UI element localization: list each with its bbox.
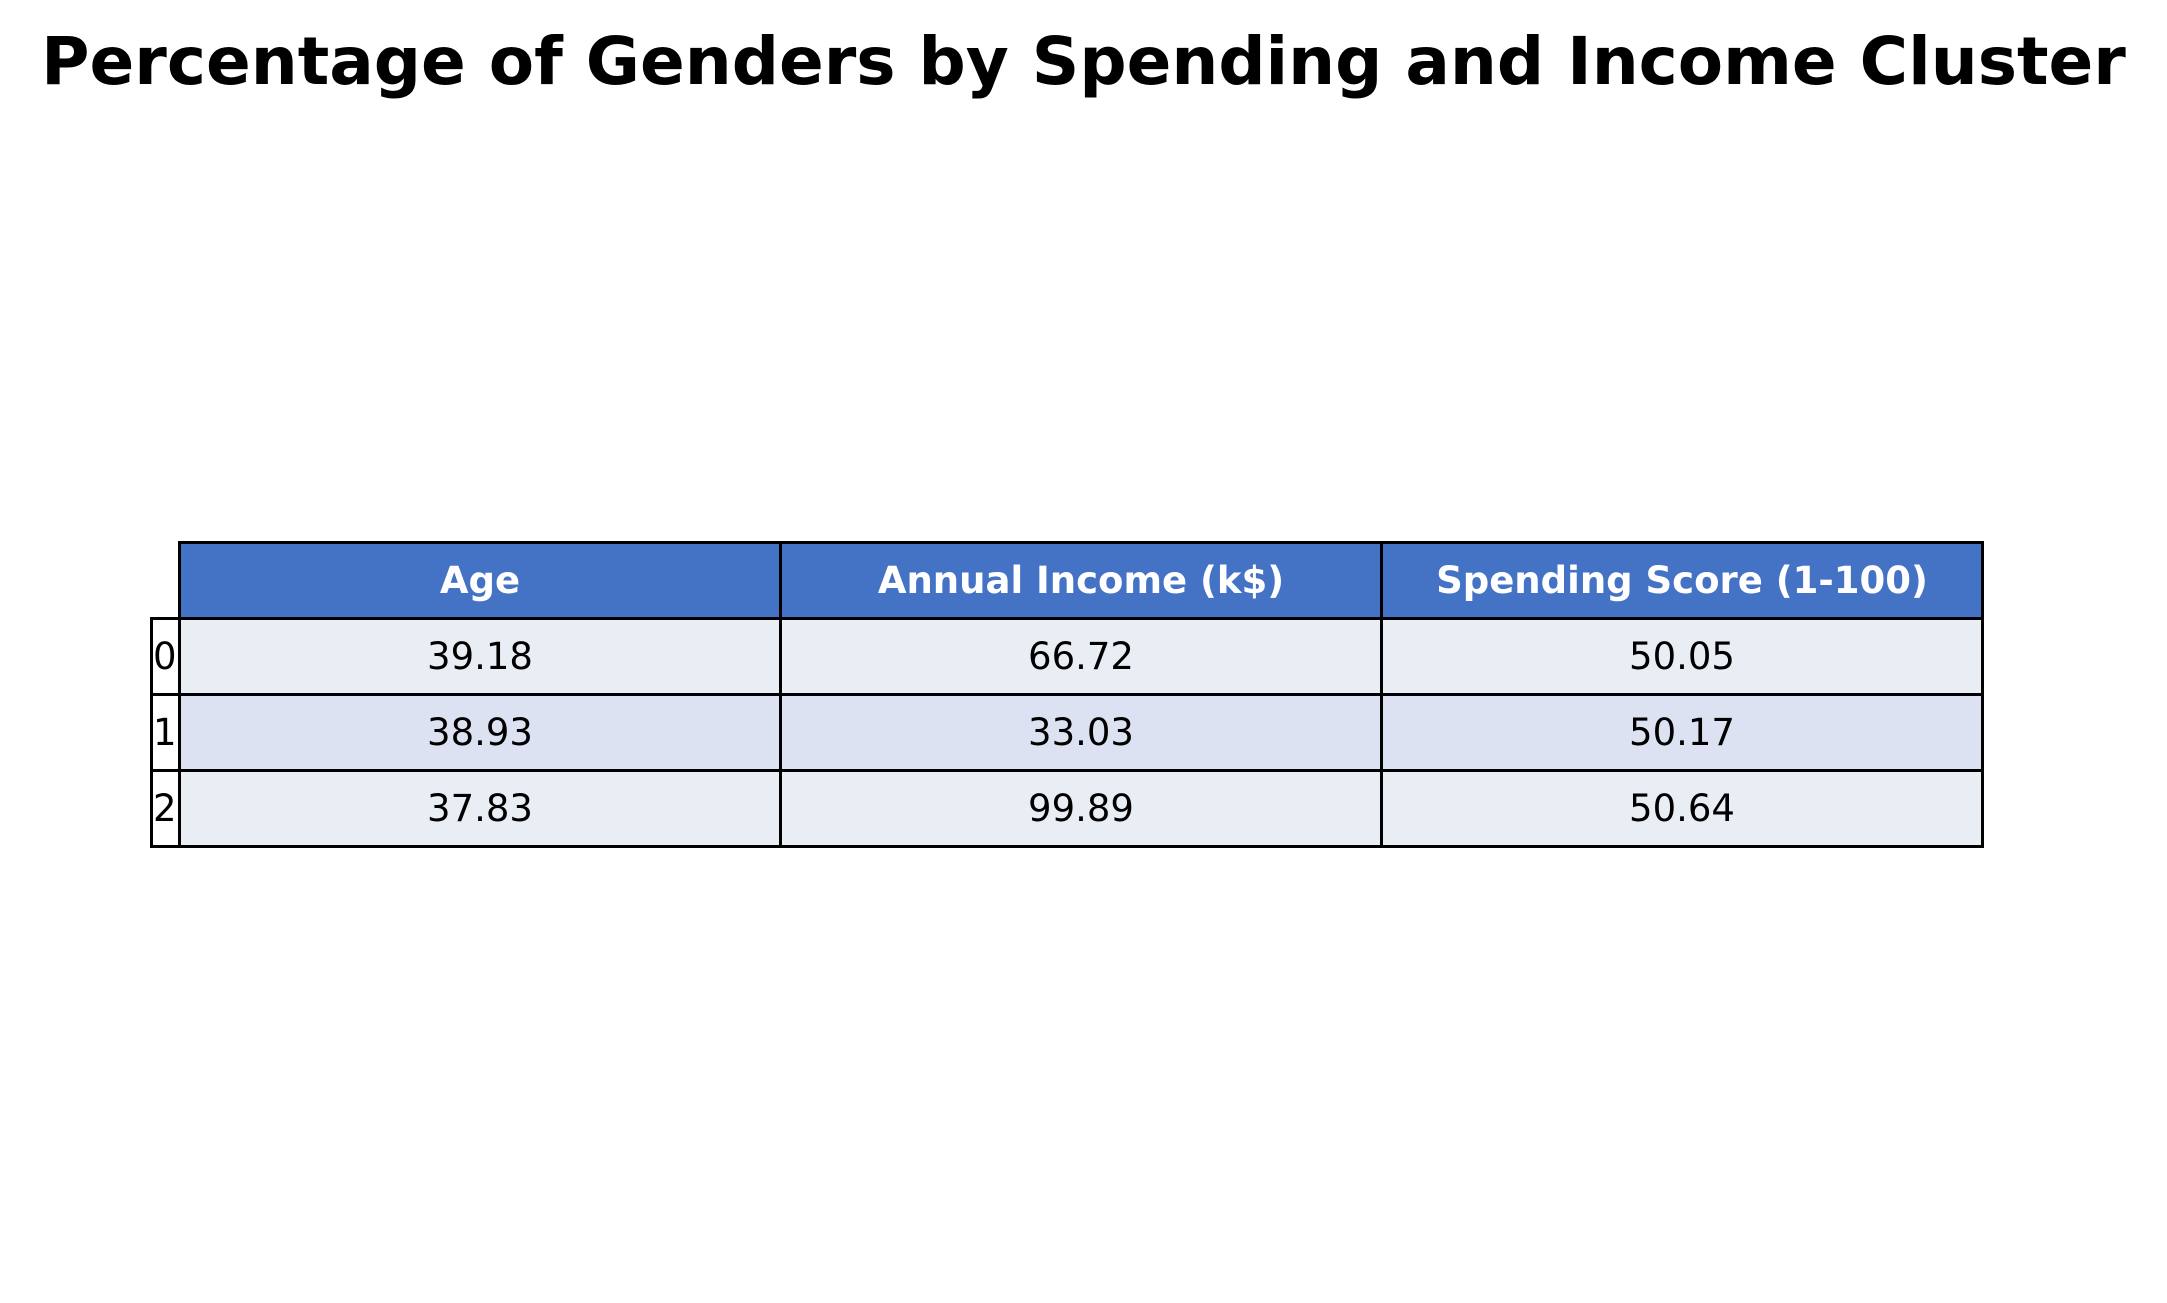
table-corner-cell [152,543,180,619]
table-row: 2 37.83 99.89 50.64 [150,769,1984,848]
table-cell-spending-score: 50.05 [1380,617,1984,696]
column-header-annual-income: Annual Income (k$) [779,541,1383,620]
column-header-age: Age [178,541,782,620]
chart-title: Percentage of Genders by Spending and In… [41,23,2126,100]
table-cell-spending-score: 50.17 [1380,693,1984,772]
table-cell-annual-income: 99.89 [779,769,1383,848]
row-index-cell: 1 [150,693,181,772]
data-table-container: Age Annual Income (k$) Spending Score (1… [150,541,1984,848]
data-table: Age Annual Income (k$) Spending Score (1… [150,541,1984,848]
table-cell-annual-income: 33.03 [779,693,1383,772]
table-row: 0 39.18 66.72 50.05 [150,617,1984,696]
row-index-cell: 0 [150,617,181,696]
table-cell-age: 37.83 [178,769,782,848]
table-header-row: Age Annual Income (k$) Spending Score (1… [152,541,1984,620]
table-cell-annual-income: 66.72 [779,617,1383,696]
table-cell-age: 38.93 [178,693,782,772]
table-row: 1 38.93 33.03 50.17 [150,693,1984,772]
table-cell-age: 39.18 [178,617,782,696]
row-index-cell: 2 [150,769,181,848]
table-cell-spending-score: 50.64 [1380,769,1984,848]
column-header-spending-score: Spending Score (1-100) [1380,541,1984,620]
